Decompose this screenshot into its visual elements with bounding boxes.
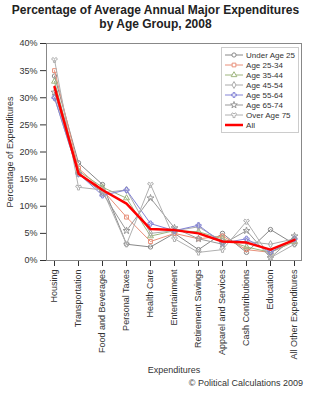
html-text:Percentage of Average Annual M: Percentage of Average Annual Major Expen… (11, 3, 300, 31)
svg-text:5%: 5% (24, 228, 37, 238)
svg-text:Retirement Savings: Retirement Savings (193, 269, 203, 348)
svg-text:30%: 30% (19, 93, 37, 103)
svg-text:Education: Education (265, 270, 275, 310)
svg-text:0%: 0% (24, 255, 37, 265)
svg-text:Health Care: Health Care (145, 270, 155, 318)
svg-text:35%: 35% (19, 66, 37, 76)
html-text:Age 55-64: Age 55-64 (246, 90, 283, 100)
html-text:Age 45-54: Age 45-54 (246, 80, 283, 90)
svg-text:Percentage of Expenditures: Percentage of Expenditures (5, 96, 15, 208)
svg-text:Housing: Housing (49, 270, 59, 303)
html-text:Under Age 25: Under Age 25 (246, 50, 295, 60)
svg-text:20%: 20% (19, 147, 37, 157)
svg-text:Entertainment: Entertainment (169, 269, 179, 326)
svg-text:10%: 10% (19, 201, 37, 211)
html-text:Age 25-34: Age 25-34 (246, 60, 283, 70)
html-text:Age 65-74: Age 65-74 (246, 100, 283, 110)
html-text:Over Age 75: Over Age 75 (246, 110, 291, 120)
html-text:© Political Calculations 2009: © Political Calculations 2009 (188, 378, 303, 388)
html-text:Age 35-44: Age 35-44 (246, 70, 283, 80)
svg-text:Cash Contributions: Cash Contributions (241, 269, 251, 346)
svg-text:15%: 15% (19, 174, 37, 184)
svg-text:Transportation: Transportation (73, 270, 83, 328)
svg-text:Expenditures: Expenditures (148, 365, 201, 375)
svg-text:Personal Taxes: Personal Taxes (121, 269, 131, 331)
svg-text:40%: 40% (19, 38, 37, 48)
svg-text:Apparel and Services: Apparel and Services (217, 269, 227, 355)
html-text:All: All (246, 120, 255, 130)
svg-text:All Other Expenditures: All Other Expenditures (289, 269, 299, 360)
svg-text:25%: 25% (19, 120, 37, 130)
svg-text:Food and Beverages: Food and Beverages (97, 269, 107, 353)
